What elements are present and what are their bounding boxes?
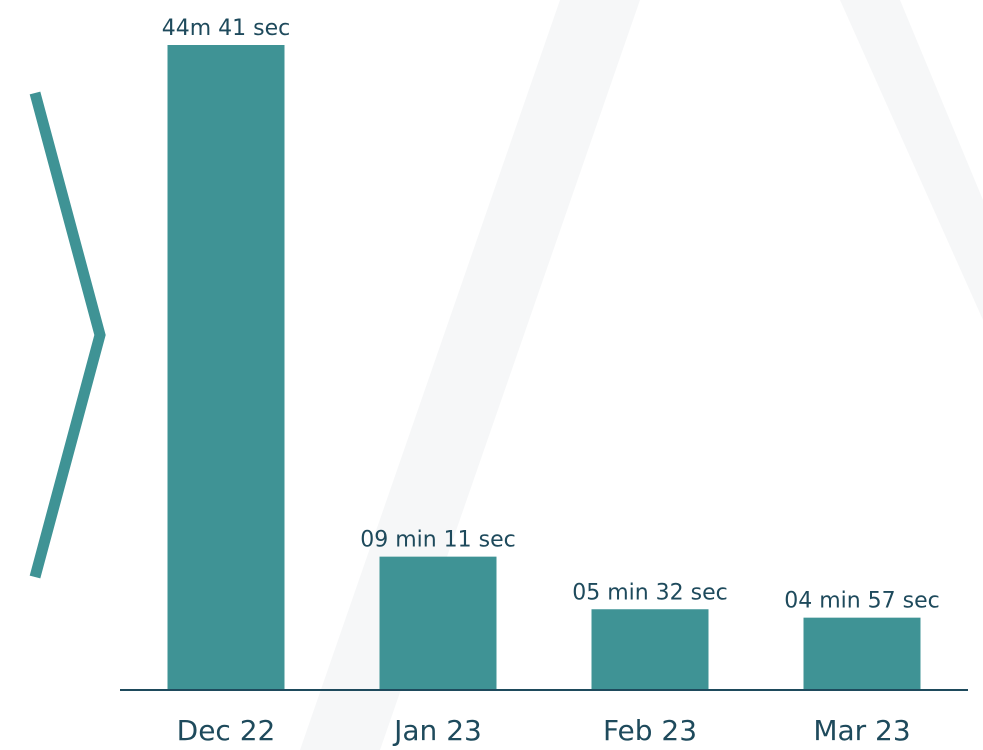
bar bbox=[591, 609, 709, 689]
value-label: 09 min 11 sec bbox=[360, 528, 516, 553]
x-tick-label: Jan 23 bbox=[392, 714, 482, 747]
bar bbox=[803, 617, 921, 689]
value-label: 05 min 32 sec bbox=[572, 580, 728, 605]
value-label: 44m 41 sec bbox=[162, 16, 291, 41]
chevron bbox=[29, 91, 106, 579]
background-stripe bbox=[840, 0, 983, 320]
value-label: 04 min 57 sec bbox=[784, 589, 940, 614]
x-tick-label: Feb 23 bbox=[603, 714, 697, 747]
x-tick-label: Dec 22 bbox=[177, 714, 276, 747]
bar bbox=[379, 556, 497, 689]
bar bbox=[167, 45, 285, 689]
x-tick-label: Mar 23 bbox=[813, 714, 910, 747]
